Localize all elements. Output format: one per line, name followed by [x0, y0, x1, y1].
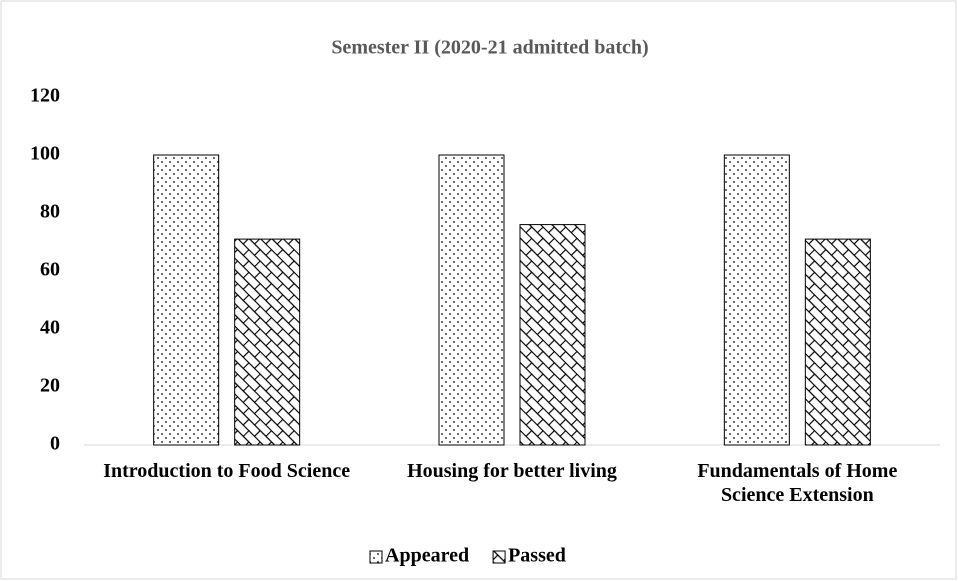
- legend-label: Appeared: [385, 545, 469, 567]
- bar: [723, 154, 790, 446]
- bar: [804, 238, 871, 446]
- x-tick-label: Introduction to Food Science: [103, 460, 351, 482]
- legend-swatch: [492, 550, 506, 564]
- y-tick-label: 0: [50, 433, 60, 455]
- y-tick-label: 100: [30, 143, 60, 165]
- y-tick-label: 40: [40, 317, 60, 339]
- x-tick-label: Housing for better living: [407, 460, 617, 482]
- bar: [153, 154, 220, 446]
- bar: [519, 224, 586, 446]
- bar: [234, 238, 301, 446]
- x-tick-label: Fundamentals of Home Science Extension: [697, 460, 898, 506]
- legend-swatch: [369, 550, 383, 564]
- y-tick-label: 80: [40, 201, 60, 223]
- legend-label: Passed: [508, 545, 566, 567]
- bar: [438, 154, 505, 446]
- y-tick-label: 20: [40, 375, 60, 397]
- chart-title: Semester II (2020-21 admitted batch): [331, 37, 648, 59]
- y-tick-label: 60: [40, 259, 60, 281]
- y-tick-label: 120: [30, 85, 60, 107]
